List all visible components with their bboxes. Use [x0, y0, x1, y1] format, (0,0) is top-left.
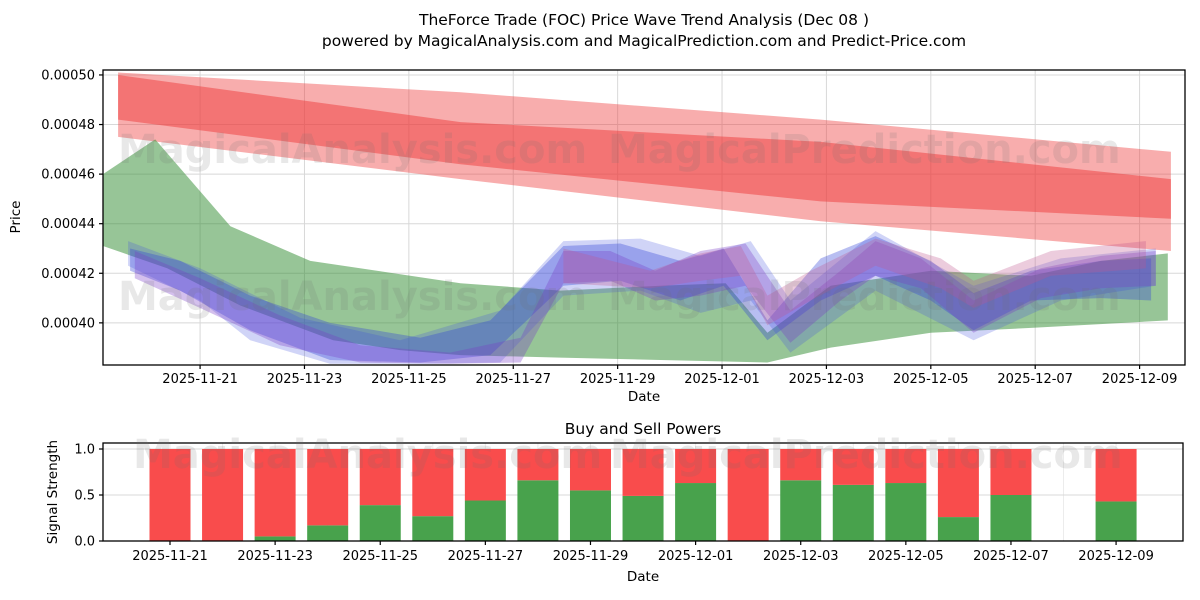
- buy-bar-segment: [990, 495, 1032, 541]
- buy-bar-segment: [517, 480, 559, 541]
- lightblue-band: [128, 231, 1156, 364]
- date-tick-label: 2025-12-01: [684, 372, 760, 387]
- buy-bar-segment: [780, 480, 822, 541]
- buy-bar-segment: [675, 483, 717, 541]
- bottom-date-axis-label: Date: [627, 569, 659, 585]
- watermarks: MagicalAnalysis.com MagicalPrediction.co…: [118, 127, 1123, 478]
- sell-bar-segment: [254, 449, 296, 537]
- buy-bar-segment: [412, 516, 454, 541]
- price-chart-axes: 0.00040 0.00042 0.00044 0.00046 0.00048 0.000…: [41, 68, 1177, 387]
- buy-bar-segment: [937, 517, 979, 541]
- sell-bar-segment: [885, 449, 927, 484]
- watermark-analysis-row2: MagicalAnalysis.com: [118, 274, 587, 320]
- sell-bar-segment: [937, 449, 979, 518]
- watermark-prediction-row3: MagicalPrediction.com: [610, 432, 1123, 478]
- blue-band: [130, 236, 1152, 363]
- buy-bar-segment: [1095, 501, 1137, 541]
- price-tick-label: 0.00044: [41, 217, 95, 232]
- price-tick-label: 0.00050: [41, 68, 95, 83]
- watermark-analysis-row1: MagicalAnalysis.com: [118, 127, 587, 173]
- purple-band: [134, 241, 1156, 364]
- date-tick-label: 2025-12-09: [1102, 372, 1178, 387]
- price-wave-bands: [103, 72, 1171, 364]
- date-tick-label: 2025-11-25: [342, 549, 418, 564]
- date-tick-label: 2025-11-29: [580, 372, 656, 387]
- date-tick-label: 2025-12-03: [763, 549, 839, 564]
- price-axis-label: Price: [8, 201, 24, 234]
- signal-bars: [149, 449, 1137, 541]
- buy-bar-segment: [359, 505, 401, 541]
- watermark-analysis-row3: MagicalAnalysis.com: [133, 432, 602, 478]
- date-tick-label: 2025-11-23: [237, 549, 313, 564]
- sell-bar-segment: [675, 449, 717, 484]
- watermark-prediction-row1: MagicalPrediction.com: [608, 127, 1121, 173]
- date-tick-label: 2025-11-27: [448, 549, 524, 564]
- buy-sell-title: Buy and Sell Powers: [565, 420, 722, 438]
- mauve-band: [563, 238, 1146, 326]
- sell-bar-segment: [727, 449, 769, 541]
- price-tick-label: 0.00046: [41, 168, 95, 183]
- date-tick-label: 2025-11-21: [162, 372, 238, 387]
- buy-bar-segment: [832, 484, 874, 541]
- signal-strength-axis-label: Signal Strength: [45, 440, 61, 544]
- sell-bar-segment: [307, 449, 349, 526]
- sell-bar-segment: [412, 449, 454, 517]
- signal-tick-label: 0.5: [74, 489, 95, 504]
- figure-title: TheForce Trade (FOC) Price Wave Trend An…: [103, 10, 1185, 52]
- sell-bar-segment: [359, 449, 401, 506]
- date-tick-label: 2025-11-27: [475, 372, 551, 387]
- red-band-inner: [118, 75, 1171, 219]
- date-tick-label: 2025-11-23: [267, 372, 343, 387]
- figure-title-line1: TheForce Trade (FOC) Price Wave Trend An…: [418, 11, 870, 29]
- sell-bar-segment: [990, 449, 1032, 495]
- sell-bar-segment: [1095, 449, 1137, 502]
- watermark-prediction-row2: MagicalPrediction.com: [608, 274, 1121, 320]
- buy-bar-segment: [307, 525, 349, 541]
- buy-bar-segment: [254, 536, 296, 541]
- green-band: [103, 139, 1168, 363]
- date-tick-label: 2025-12-09: [1078, 549, 1154, 564]
- sell-bar-segment: [780, 449, 822, 481]
- sell-bar-segment: [149, 449, 191, 541]
- sell-bar-segment: [517, 449, 559, 481]
- signal-tick-label: 0.0: [74, 535, 95, 550]
- date-tick-label: 2025-12-05: [893, 372, 969, 387]
- sell-bar-segment: [202, 449, 244, 541]
- sell-bar-segment: [622, 449, 664, 496]
- date-tick-label: 2025-12-05: [868, 549, 944, 564]
- buy-bar-segment: [464, 500, 506, 541]
- price-chart-border: [102, 69, 1186, 366]
- buy-bar-segment: [569, 490, 611, 541]
- date-tick-label: 2025-12-07: [997, 372, 1073, 387]
- sell-bar-segment: [464, 449, 506, 501]
- price-tick-label: 0.00048: [41, 118, 95, 133]
- sell-bar-segment: [832, 449, 874, 485]
- signal-chart-border: [102, 442, 1184, 542]
- price-tick-label: 0.00040: [41, 316, 95, 331]
- date-tick-label: 2025-11-25: [371, 372, 447, 387]
- date-tick-label: 2025-11-21: [132, 549, 208, 564]
- buy-bar-segment: [622, 495, 664, 541]
- signal-chart-axes: 0.0 0.5 1.0 2025-11-21 2025-11-23 2025-11-25 2…: [74, 443, 1154, 565]
- top-date-axis-label: Date: [628, 389, 660, 405]
- date-tick-label: 2025-12-07: [973, 549, 1049, 564]
- date-tick-label: 2025-12-03: [789, 372, 865, 387]
- figure-title-line2: powered by MagicalAnalysis.com and Magic…: [321, 32, 967, 50]
- buy-bar-segment: [885, 483, 927, 541]
- sell-bar-segment: [569, 449, 611, 491]
- signal-tick-label: 1.0: [74, 443, 95, 458]
- date-tick-label: 2025-12-01: [658, 549, 734, 564]
- date-tick-label: 2025-11-29: [553, 549, 629, 564]
- price-tick-label: 0.00042: [41, 267, 95, 282]
